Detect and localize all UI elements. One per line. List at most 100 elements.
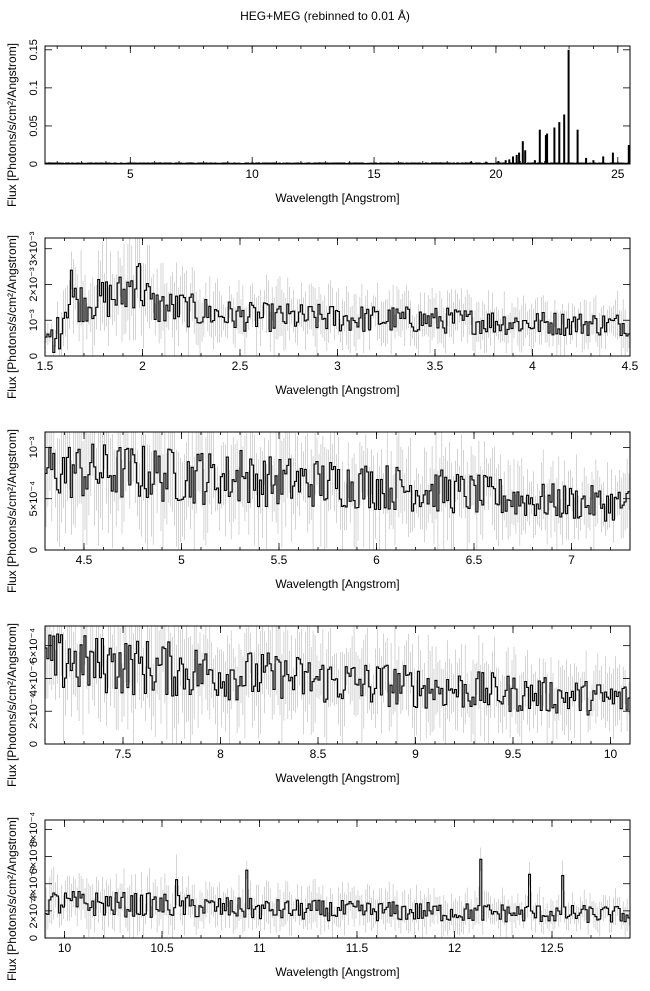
emission-line-3 (485, 161, 488, 164)
spectrum-data (45, 626, 630, 744)
spectrum-data (45, 847, 630, 938)
spectrum-panel-4: 7.5 8 8.5 9 9.5 10 0 2×10⁻⁴4×10⁻⁴6×10⁻⁴ Waveleng… (5, 623, 631, 787)
y-tick-label: 0.05 (28, 115, 40, 136)
x-tick-label: 25 (611, 167, 625, 181)
x-tick-label: 10.5 (150, 941, 174, 955)
x-tick-label: 5 (127, 167, 134, 181)
x-tick-label: 9.5 (505, 747, 522, 761)
x-axis-label: Wavelength [Angstrom] (275, 771, 399, 785)
y-tick-label: 6×10⁻⁴ (28, 839, 40, 875)
x-tick-label: 11 (253, 941, 266, 955)
y-tick-label: 0 (28, 161, 40, 167)
spectrum-panel-5: 10 10.5 11 11.5 12 12.5 0 2×10⁻⁴4×10⁻⁴6×10⁻⁴8×1… (5, 812, 631, 981)
spectrum-histogram (45, 443, 630, 522)
x-tick-label: 10 (246, 167, 260, 181)
x-axis-label: Wavelength [Angstrom] (275, 965, 399, 979)
emission-line-13 (538, 129, 541, 164)
y-axis-label: Flux [Photons/s/cm²/Angstrom] (5, 623, 19, 787)
error-bars (45, 432, 630, 550)
x-axis-label: Wavelength [Angstrom] (275, 383, 399, 397)
x-tick-label: 2.5 (232, 359, 249, 373)
y-axis-label: Flux [Photons/s/cm²/Angstrom] (5, 429, 19, 593)
spectrum-panel-3: 4.5 5 5.5 6 6.5 7 0 5×10⁻⁴ 10⁻³ Wavelength [Angst… (5, 429, 631, 593)
emission-line-20 (576, 129, 579, 164)
x-tick-label: 5 (178, 553, 185, 567)
spectrum-histogram (45, 263, 630, 353)
error-bars (45, 238, 630, 356)
y-tick-label: 4×10⁻⁴ (28, 661, 40, 697)
x-tick-label: 5.5 (271, 553, 288, 567)
x-axis-label: Wavelength [Angstrom] (275, 191, 399, 205)
emission-line-1 (460, 162, 463, 164)
y-tick-label: 0 (28, 935, 40, 941)
plot-frame (44, 45, 631, 165)
emission-line-7 (512, 156, 514, 164)
emission-line-4 (497, 161, 500, 164)
x-tick-label: 3 (334, 359, 341, 373)
y-tick-label: 0 (28, 741, 40, 747)
y-tick-label: 0.15 (28, 39, 40, 60)
emission-line-18 (563, 114, 566, 164)
x-tick-label: 11.5 (346, 941, 369, 955)
x-tick-label: 9 (412, 747, 419, 761)
y-tick-label: 0 (28, 547, 40, 553)
x-axis-label: Wavelength [Angstrom] (275, 577, 399, 591)
emission-line-23 (602, 156, 605, 164)
emission-line-14 (544, 135, 547, 164)
y-tick-label: 6×10⁻⁴ (28, 628, 40, 664)
emission-line-11 (524, 150, 527, 164)
x-tick-label: 4 (529, 359, 536, 373)
figure-title: HEG+MEG (rebinned to 0.01 Å) (240, 9, 410, 23)
y-tick-label: 4×10⁻⁴ (28, 866, 40, 902)
y-tick-label: 10⁻³ (28, 436, 40, 458)
x-tick-label: 7.5 (115, 747, 132, 761)
spectrum-panel-1: 5 10 15 20 25 0 0.05 0.1 0.15 Wavelength [Angstro… (5, 39, 631, 207)
error-bars (45, 847, 630, 938)
x-tick-label: 4.5 (76, 553, 93, 567)
emission-line-10 (521, 141, 524, 164)
y-tick-label: 8×10⁻⁴ (28, 812, 40, 847)
spectrum-histogram (45, 162, 630, 164)
spectrum-data (45, 432, 630, 550)
x-tick-label: 6 (373, 553, 380, 567)
y-tick-label: 5×10⁻⁴ (28, 481, 40, 517)
y-tick-label: 0 (28, 353, 40, 359)
spectrum-data (45, 49, 630, 164)
y-tick-label: 2×10⁻⁴ (28, 893, 40, 929)
x-tick-label: 2 (139, 359, 146, 373)
emission-line-12 (533, 160, 536, 164)
emission-line-21 (585, 157, 588, 164)
y-axis-label: Flux [Photons/s/cm²/Angstrom] (5, 817, 19, 981)
x-tick-label: 10 (58, 941, 72, 955)
emission-line-6 (508, 159, 511, 164)
x-tick-label: 4.5 (622, 359, 639, 373)
x-tick-label: 15 (367, 167, 381, 181)
emission-line-19 (567, 49, 570, 164)
emission-line-9 (518, 152, 521, 164)
x-tick-label: 20 (489, 167, 503, 181)
emission-line-24 (611, 152, 614, 164)
y-axis-label: Flux [Photons/s/cm²/Angstrom] (5, 43, 19, 207)
x-tick-label: 6.5 (466, 553, 483, 567)
y-axis-label: Flux [Photons/s/cm²/Angstrom] (5, 235, 19, 399)
emission-line-5 (504, 160, 507, 164)
x-tick-label: 3.5 (427, 359, 444, 373)
x-tick-label: 7 (568, 553, 575, 567)
x-tick-label: 12 (448, 941, 462, 955)
spectrum-panel-2: 1.5 2 2.5 3 3.5 4 4.5 0 10⁻³ 2×10⁻³3×10⁻³ Waveleng… (5, 231, 639, 399)
y-tick-label: 2×10⁻³ (28, 267, 40, 302)
error-bars (45, 626, 630, 744)
x-tick-label: 1.5 (37, 359, 54, 373)
emission-line-2 (469, 161, 472, 164)
y-tick-label: 2×10⁻⁴ (28, 693, 40, 729)
x-tick-label: 8.5 (310, 747, 327, 761)
emission-line-16 (553, 127, 556, 164)
y-tick-label: 3×10⁻³ (28, 231, 40, 266)
emission-line-8 (515, 154, 518, 164)
spectrum-histogram (45, 633, 630, 716)
x-tick-label: 12.5 (540, 941, 564, 955)
emission-line-15 (546, 133, 549, 164)
y-tick-label: 0.1 (28, 80, 40, 95)
emission-line-17 (558, 122, 561, 164)
x-tick-label: 8 (217, 747, 224, 761)
